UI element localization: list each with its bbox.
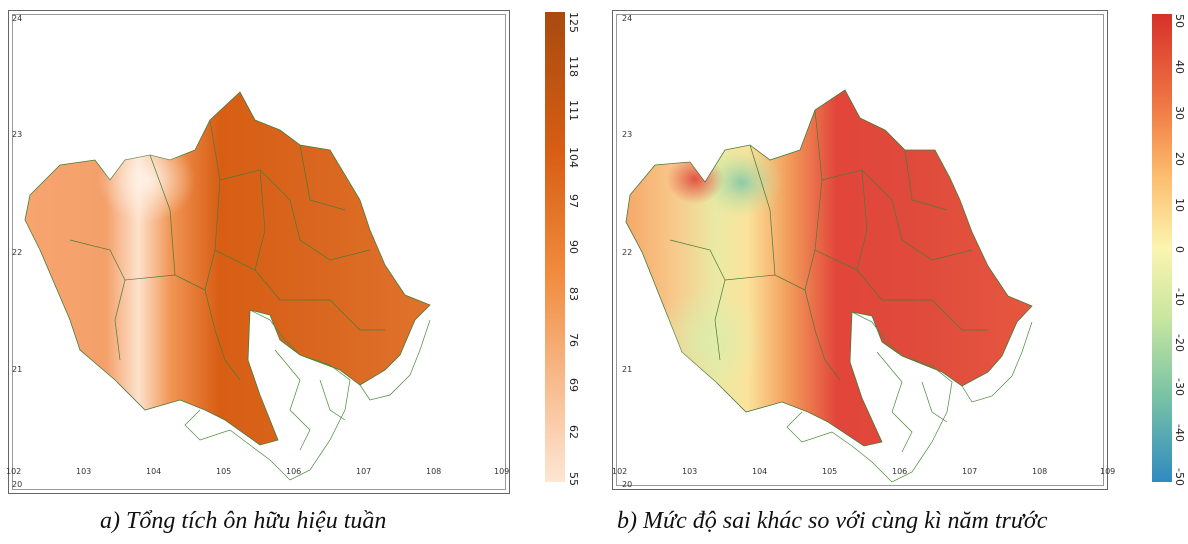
colorbar-tick: -30 — [1173, 378, 1186, 396]
y-tick: 22 — [12, 248, 23, 257]
x-tick: 104 — [752, 467, 768, 476]
x-tick: 108 — [1032, 467, 1048, 476]
colorbar-tick: 10 — [1173, 198, 1186, 212]
colorbar-tick: 30 — [1173, 106, 1186, 120]
colorbar-tick: -40 — [1173, 424, 1186, 442]
colorbar-tick: 62 — [567, 425, 580, 439]
colorbar-tick: 97 — [567, 194, 580, 208]
colorbar-tick: 118 — [567, 56, 580, 77]
colorbar-a — [545, 12, 565, 482]
colorbar-tick: 76 — [567, 333, 580, 347]
map-panel-b: 102 103 104 105 106 107 108 109 24 23 22… — [600, 0, 1188, 500]
colorbar-tick: -10 — [1173, 288, 1186, 306]
x-tick: 108 — [426, 467, 442, 476]
colorbar-tick: 104 — [567, 147, 580, 168]
map-frame-outer — [8, 10, 510, 494]
x-tick: 106 — [286, 467, 302, 476]
y-tick: 23 — [622, 130, 633, 139]
heatmap-b — [625, 14, 1172, 483]
x-tick: 103 — [682, 467, 698, 476]
colorbar-tick: 111 — [567, 100, 580, 121]
colorbar-tick: 69 — [567, 378, 580, 392]
x-tick: 107 — [356, 467, 372, 476]
x-tick: 109 — [1100, 467, 1116, 476]
map-panel-a: 102 103 104 105 106 107 108 109 24 23 22… — [0, 0, 580, 500]
x-tick: 105 — [822, 467, 838, 476]
colorbar-tick: 125 — [567, 12, 580, 33]
x-tick: 105 — [216, 467, 232, 476]
colorbar-tick: 0 — [1173, 246, 1186, 253]
heatmap-a — [24, 12, 565, 482]
map-frame-inner — [12, 14, 506, 490]
x-tick: 102 — [612, 467, 628, 476]
y-tick: 21 — [12, 365, 23, 374]
y-tick: 20 — [12, 480, 23, 489]
province-borders-b — [669, 109, 988, 381]
y-tick: 21 — [622, 365, 633, 374]
x-tick: 107 — [962, 467, 978, 476]
unfilled-delta-b — [786, 311, 1033, 483]
y-tick: 24 — [12, 14, 23, 23]
colorbar-tick: -50 — [1173, 468, 1186, 486]
colorbar-tick: 20 — [1173, 152, 1186, 166]
caption-b: b) Mức độ sai khác so với cùng kì năm tr… — [617, 508, 1048, 534]
unfilled-delta-a — [184, 309, 431, 481]
x-tick: 104 — [146, 467, 162, 476]
y-tick: 22 — [622, 248, 633, 257]
y-tick: 23 — [12, 130, 23, 139]
colorbar-tick: 50 — [1173, 14, 1186, 28]
colorbar-b — [1152, 14, 1172, 482]
y-tick: 24 — [622, 14, 633, 23]
colorbar-tick: 90 — [567, 240, 580, 254]
colorbar-tick: -20 — [1173, 334, 1186, 352]
colorbar-tick: 83 — [567, 287, 580, 301]
x-tick: 106 — [892, 467, 908, 476]
x-tick: 103 — [76, 467, 92, 476]
map-frame-outer — [612, 10, 1108, 490]
x-tick: 102 — [6, 467, 22, 476]
colorbar-tick: 55 — [567, 472, 580, 486]
province-borders-a — [69, 119, 385, 381]
map-frame-inner — [616, 14, 1104, 486]
x-tick: 109 — [494, 467, 510, 476]
colorbar-tick: 40 — [1173, 60, 1186, 74]
caption-a: a) Tổng tích ôn hữu hiệu tuần — [100, 508, 387, 534]
y-tick: 20 — [622, 480, 633, 489]
